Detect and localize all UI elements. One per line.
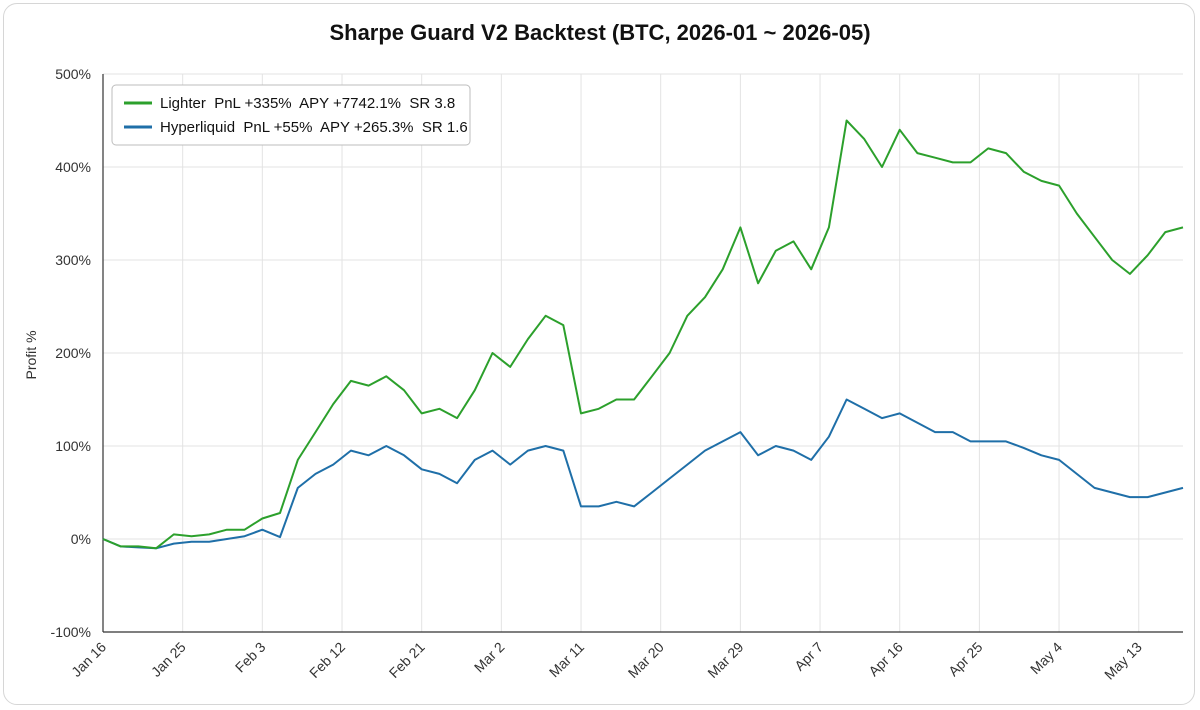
x-tick-label: Feb 12 — [306, 639, 348, 681]
legend: Lighter PnL +335% APY +7742.1% SR 3.8 Hy… — [111, 84, 471, 146]
x-tick-label: Mar 29 — [704, 639, 746, 681]
x-tick-label: Mar 2 — [471, 639, 508, 676]
y-tick-label: 100% — [55, 438, 91, 454]
x-tick-label: Apr 16 — [865, 639, 906, 680]
grid-lines — [102, 73, 1183, 633]
y-tick-label: 300% — [55, 252, 91, 268]
y-tick-label: 500% — [55, 66, 91, 82]
chart-title: Sharpe Guard V2 Backtest (BTC, 2026-01 ~… — [329, 20, 871, 45]
x-tick-label: Apr 7 — [791, 639, 826, 674]
x-tick-label: Apr 25 — [945, 639, 986, 680]
x-tick-label: Mar 20 — [625, 639, 667, 681]
x-axis: Jan 16 Jan 25 Feb 3 Feb 12 Feb 21 Mar 2 Mar 11… — [68, 631, 1183, 683]
x-tick-label: May 13 — [1101, 639, 1145, 683]
y-tick-label: 0% — [71, 531, 91, 547]
legend-label-lighter: Lighter PnL +335% APY +7742.1% SR 3.8 — [160, 95, 455, 112]
series-line-lighter — [102, 119, 1184, 550]
legend-box — [111, 84, 471, 146]
x-tick-label: Feb 3 — [232, 639, 269, 676]
y-axis-label: Profit % — [23, 330, 39, 379]
series-line-hyperliquid — [102, 398, 1184, 550]
y-axis: -100% 0% 100% 200% 300% 400% 500% — [51, 66, 104, 640]
x-tick-label: Jan 25 — [148, 639, 189, 680]
y-tick-label: 200% — [55, 345, 91, 361]
x-tick-label: May 4 — [1027, 639, 1065, 677]
y-tick-label: -100% — [51, 624, 91, 640]
series-layer — [102, 119, 1184, 550]
x-tick-label: Mar 11 — [546, 639, 588, 681]
y-tick-label: 400% — [55, 159, 91, 175]
x-tick-label: Jan 16 — [68, 639, 109, 680]
legend-label-hyperliquid: Hyperliquid PnL +55% APY +265.3% SR 1.6 — [160, 119, 468, 136]
x-tick-label: Feb 21 — [386, 639, 428, 681]
